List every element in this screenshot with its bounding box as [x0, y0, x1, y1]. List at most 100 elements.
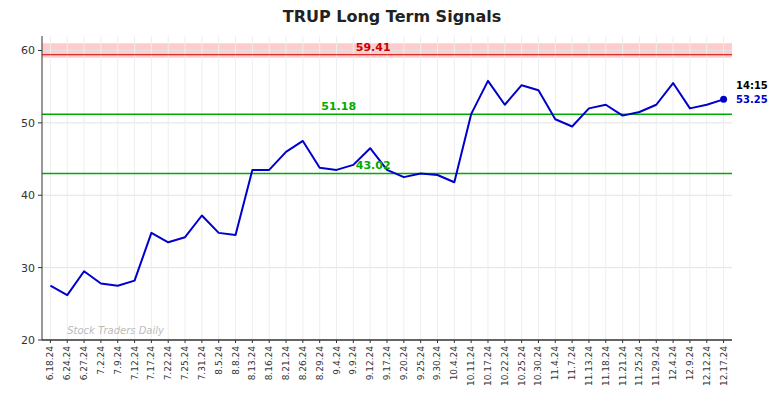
- x-tick: [50, 340, 51, 343]
- grid-line-x: [673, 36, 674, 340]
- x-tick-label: 9.30.24: [432, 346, 442, 381]
- x-tick-label: 10.17.24: [483, 346, 493, 386]
- x-tick-label: 10.11.24: [466, 346, 476, 386]
- grid-line-x: [689, 36, 690, 340]
- x-tick-label: 11.13.24: [584, 346, 594, 386]
- y-tick-label: 40: [21, 189, 35, 202]
- x-tick-label: 8.16.24: [264, 346, 274, 381]
- x-tick-label: 7.17.24: [146, 346, 156, 381]
- x-tick-label: 7.25.24: [180, 346, 190, 381]
- y-tick-label: 50: [21, 117, 35, 130]
- grid-line-x: [353, 36, 354, 340]
- x-tick-label: 9.25.24: [416, 346, 426, 381]
- grid-line-x: [572, 36, 573, 340]
- x-tick: [151, 340, 152, 343]
- x-tick-label: 6.18.24: [45, 346, 55, 381]
- grid-line-x: [387, 36, 388, 340]
- grid-line-x: [201, 36, 202, 340]
- x-tick-label: 9.4.24: [332, 346, 342, 375]
- x-tick-label: 11.21.24: [618, 346, 628, 386]
- x-tick-label: 7.22.24: [163, 346, 173, 381]
- grid-line-x: [286, 36, 287, 340]
- grid-line-x: [269, 36, 270, 340]
- title: TRUP Long Term Signals: [283, 7, 502, 26]
- grid-line-x: [302, 36, 303, 340]
- x-tick-label: 9.9.24: [348, 346, 358, 375]
- x-tick-label: 12.4.24: [668, 346, 678, 381]
- x-tick: [117, 340, 118, 343]
- x-tick-label: 7.2.24: [96, 346, 106, 375]
- grid-line-x: [151, 36, 152, 340]
- grid-line-x: [605, 36, 606, 340]
- grid-line-x: [639, 36, 640, 340]
- x-tick-label: 11.29.24: [651, 346, 661, 386]
- grid-line-x: [100, 36, 101, 340]
- plot-area: [42, 36, 732, 340]
- x-tick: [538, 340, 539, 343]
- y-tick: [38, 122, 42, 123]
- reference-line: [42, 173, 732, 175]
- x-tick: [689, 340, 690, 343]
- grid-line-x: [555, 36, 556, 340]
- reference-label: 51.18: [321, 100, 356, 113]
- x-tick-label: 9.17.24: [382, 346, 392, 381]
- grid-line-x: [622, 36, 623, 340]
- x-tick-label: 11.18.24: [601, 346, 611, 386]
- grid-line-x: [437, 36, 438, 340]
- x-tick: [588, 340, 589, 343]
- x-tick: [403, 340, 404, 343]
- x-tick-label: 10.25.24: [517, 346, 527, 386]
- x-tick-label: 11.4.24: [550, 346, 560, 381]
- x-tick: [252, 340, 253, 343]
- x-tick-label: 11.25.24: [634, 346, 644, 386]
- x-tick-label: 10.22.24: [500, 346, 510, 386]
- grid-line-x: [185, 36, 186, 340]
- grid-line-x: [723, 36, 724, 340]
- x-tick-label: 10.30.24: [533, 346, 543, 386]
- x-tick-label: 8.5.24: [214, 346, 224, 375]
- x-tick-label: 12.9.24: [685, 346, 695, 381]
- x-tick-label: 12.17.24: [719, 346, 729, 386]
- x-tick: [84, 340, 85, 343]
- grid-line-x: [706, 36, 707, 340]
- reference-label: 59.41: [356, 41, 391, 54]
- x-tick-label: 9.20.24: [399, 346, 409, 381]
- x-tick: [370, 340, 371, 343]
- price-line: [50, 81, 723, 295]
- x-tick: [723, 340, 724, 343]
- x-tick: [639, 340, 640, 343]
- reference-label: 43.02: [356, 159, 391, 172]
- x-tick: [656, 340, 657, 343]
- chart: TRUP Long Term SignalsStock Traders Dail…: [0, 0, 784, 398]
- grid-line-x: [50, 36, 51, 340]
- x-tick-label: 7.31.24: [197, 346, 207, 381]
- x-tick: [286, 340, 287, 343]
- grid-line-x: [336, 36, 337, 340]
- grid-line-x: [504, 36, 505, 340]
- x-tick: [420, 340, 421, 343]
- x-tick-label: 11.7.24: [567, 346, 577, 381]
- grid-line-x: [521, 36, 522, 340]
- grid-line-x: [656, 36, 657, 340]
- grid-line-x: [218, 36, 219, 340]
- x-tick: [100, 340, 101, 343]
- x-tick: [353, 340, 354, 343]
- x-tick: [504, 340, 505, 343]
- x-tick: [67, 340, 68, 343]
- grid-line-x: [168, 36, 169, 340]
- grid-line-x: [403, 36, 404, 340]
- x-tick: [572, 340, 573, 343]
- x-tick-label: 8.26.24: [298, 346, 308, 381]
- x-tick-label: 10.4.24: [449, 346, 459, 381]
- reference-line: [42, 54, 732, 55]
- x-tick: [521, 340, 522, 343]
- grid-line-x: [370, 36, 371, 340]
- x-tick: [134, 340, 135, 343]
- x-tick: [706, 340, 707, 343]
- x-tick: [319, 340, 320, 343]
- grid-line-y: [42, 340, 732, 341]
- x-tick: [168, 340, 169, 343]
- y-tick: [38, 195, 42, 196]
- x-tick: [622, 340, 623, 343]
- x-tick-label: 8.8.24: [231, 346, 241, 375]
